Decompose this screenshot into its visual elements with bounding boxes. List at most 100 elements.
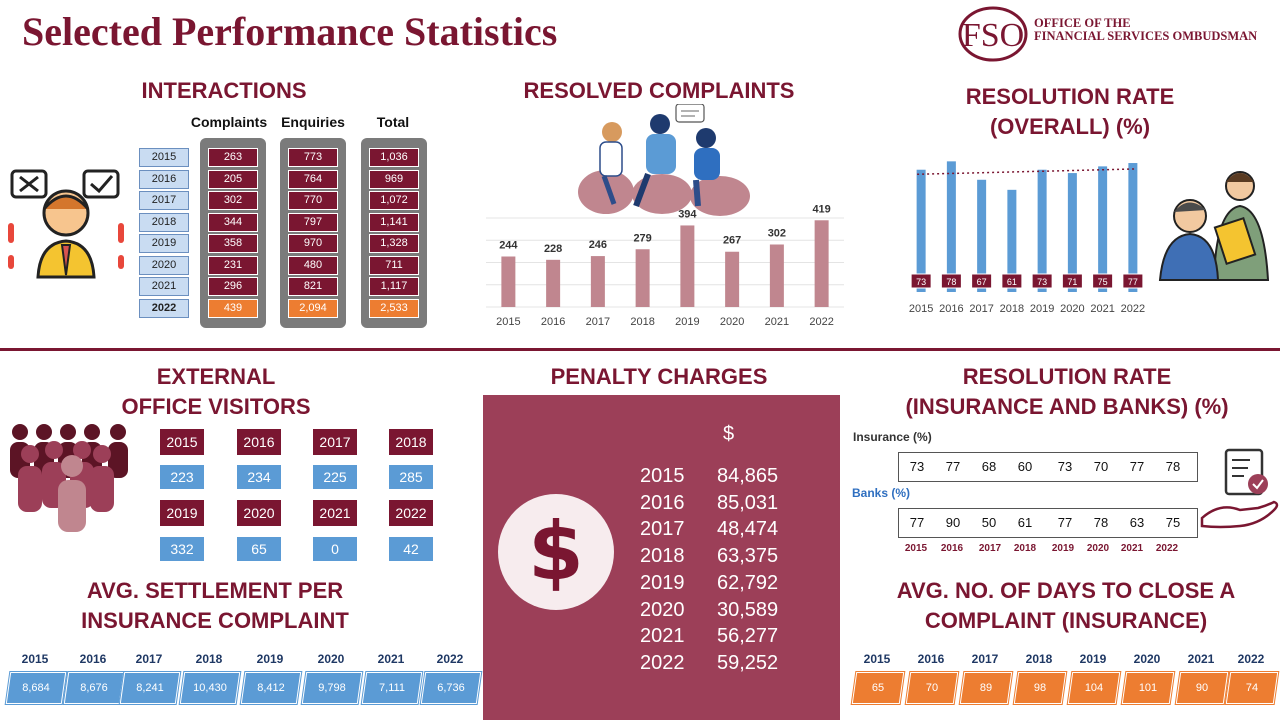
settlement-value: 6,736: [437, 682, 465, 694]
rate-badge: [971, 273, 993, 289]
rate-bar: [946, 161, 956, 292]
days-value: 65: [871, 682, 885, 694]
complaint-cell: 302: [208, 191, 258, 210]
resolution-ib-year: 2020: [1086, 543, 1110, 554]
resolved-year-tick: 2020: [720, 316, 744, 328]
interaction-year: 2016: [139, 169, 189, 189]
resolved-bar: [680, 225, 695, 307]
days-value: 70: [925, 682, 939, 694]
penalty-year: 2020: [640, 598, 685, 621]
resolution-ib-year: 2018: [1013, 543, 1037, 554]
visitor-count: 285: [389, 465, 433, 489]
rate-value-label: 75: [1098, 277, 1108, 287]
dollar-glyph: $: [528, 505, 584, 598]
rate-badge: [910, 273, 932, 289]
complaints-panel: 263 205 302 344 358 231 296 439: [200, 138, 266, 328]
fso-logo-icon: FSO: [958, 6, 1028, 62]
settlement-year: 2022: [436, 652, 464, 666]
bank-rate-value: 50: [981, 515, 997, 530]
enquiry-cell: 770: [288, 191, 338, 210]
resolution-overall-line1: RESOLUTION RATE: [965, 84, 1175, 109]
visitor-year: 2015: [160, 429, 204, 455]
rate-year-tick: 2019: [1030, 303, 1054, 315]
penalty-amount: 56,277: [717, 625, 779, 648]
rate-year-tick: 2017: [969, 303, 993, 315]
settlement-year: 2018: [195, 652, 223, 666]
fso-logo: FSO OFFICE OF THE FINANCIAL SERVICES OMB…: [958, 4, 1258, 64]
resolution-ib-line2: (INSURANCE AND BANKS) (%): [905, 394, 1229, 419]
complaint-cell: 358: [208, 234, 258, 253]
resolution-ib-year: 2016: [940, 543, 964, 554]
total-cell: 1,036: [369, 148, 419, 167]
visitor-year: 2019: [160, 500, 204, 526]
days-heading: AVG. NO. OF DAYS TO CLOSE A COMPLAINT (I…: [866, 576, 1266, 636]
insurance-rate-value: 73: [909, 459, 925, 474]
resolved-year-tick: 2021: [765, 316, 789, 328]
interaction-year: 2015: [139, 148, 189, 167]
rate-badge: [940, 273, 962, 289]
settlement-year: 2020: [317, 652, 345, 666]
penalty-amount: 84,865: [717, 465, 779, 487]
logo-text: OFFICE OF THE FINANCIAL SERVICES OMBUDSM…: [1034, 17, 1257, 43]
resolved-bar: [546, 259, 561, 307]
settlement-box: 8,684: [5, 672, 67, 704]
visitor-year: 2020: [237, 500, 281, 526]
policy-hand-icon: [1200, 448, 1279, 529]
banks-rate-box: 77 90 50 61 77 78 63 75: [898, 508, 1198, 538]
total-cell: 711: [369, 255, 419, 275]
bank-rate-value: 61: [1017, 515, 1033, 530]
rate-value-label: 67: [977, 277, 987, 287]
rate-badge: [1031, 273, 1053, 289]
settlement-value: 7,111: [379, 682, 405, 694]
resolved-year-tick: 2015: [496, 316, 520, 328]
resolved-bar: [814, 220, 829, 307]
days-box: 65: [851, 672, 905, 704]
resolution-overall-line2: (OVERALL) (%): [989, 114, 1151, 139]
interaction-year: 2021: [139, 277, 189, 296]
total-cell: 1,072: [369, 191, 419, 210]
insurance-rate-value: 73: [1057, 459, 1073, 474]
resolved-value-label: 228: [544, 243, 562, 255]
settlement-value: 8,412: [257, 682, 285, 694]
rate-year-tick: 2020: [1060, 303, 1084, 315]
rate-bar: [916, 169, 926, 292]
resolution-overall-heading: RESOLUTION RATE (OVERALL) (%): [920, 82, 1220, 142]
penalty-amount: 59,252: [717, 651, 779, 674]
col-complaints: Complaints: [190, 114, 268, 130]
resolved-value-label: 419: [812, 203, 830, 215]
visitor-count: 332: [160, 537, 204, 561]
interaction-year: 2018: [139, 212, 189, 232]
insurance-rate-value: 77: [1129, 459, 1145, 474]
penalty-amount: 48,474: [717, 518, 779, 541]
rate-value-label: 61: [1007, 277, 1017, 287]
rate-year-tick: 2018: [1000, 303, 1024, 315]
rate-bar: [1128, 163, 1138, 292]
rate-badge: [1122, 273, 1144, 289]
enquiry-cell: 970: [288, 234, 338, 253]
penalty-year: 2021: [640, 625, 685, 648]
interaction-year: 2020: [139, 255, 189, 275]
visitor-count: 0: [313, 537, 357, 561]
complaint-cell: 263: [208, 148, 258, 167]
penalty-year: 2017: [640, 518, 685, 541]
days-year: 2017: [971, 652, 999, 666]
interaction-year: 2022: [139, 298, 189, 318]
days-box: 101: [1121, 672, 1175, 704]
rate-badge: [1001, 273, 1023, 289]
settlement-heading: AVG. SETTLEMENT PER INSURANCE COMPLAINT: [40, 576, 390, 636]
resolved-value-label: 279: [633, 232, 651, 244]
settlement-value: 8,684: [22, 682, 50, 694]
days-year: 2016: [917, 652, 945, 666]
rate-trendline: [917, 168, 1137, 176]
rate-badge: [1061, 273, 1083, 289]
days-line1: AVG. NO. OF DAYS TO CLOSE A: [896, 578, 1236, 603]
days-year: 2019: [1079, 652, 1107, 666]
interaction-year: 2017: [139, 191, 189, 210]
days-year: 2018: [1025, 652, 1053, 666]
days-value: 74: [1245, 682, 1259, 694]
logo-line2: FINANCIAL SERVICES OMBUDSMAN: [1034, 29, 1258, 43]
visitor-count: 225: [313, 465, 357, 489]
days-value: 104: [1084, 682, 1104, 694]
days-box: 104: [1067, 672, 1121, 704]
days-value: 101: [1138, 682, 1158, 694]
